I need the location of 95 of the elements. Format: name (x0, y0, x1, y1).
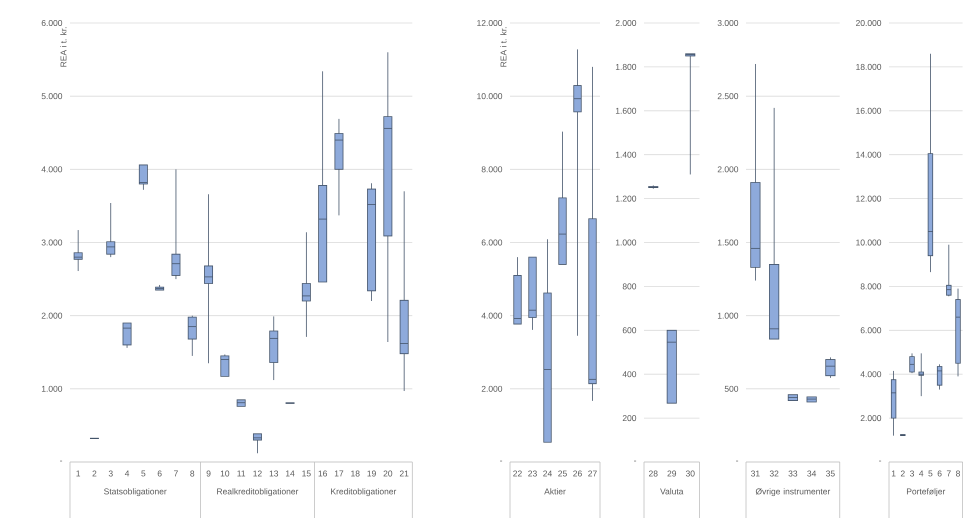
x-axis-title: Valuta (660, 488, 684, 494)
y-tick-label: 18.000 (856, 64, 882, 70)
x-tick-label: 10 (220, 470, 230, 477)
y-tick-label: 2.000 (42, 312, 62, 319)
x-tick-label: 4 (919, 470, 924, 476)
y-tick-label: 2.000 (616, 20, 636, 26)
x-tick-label: 2 (92, 470, 96, 476)
y-tick-label: 1.800 (616, 64, 636, 70)
x-tick-label: 8 (190, 470, 194, 477)
x-tick-label: 22 (513, 470, 522, 476)
y-tick-label: 2.000 (860, 415, 882, 422)
y-tick-label: 4.000 (481, 312, 502, 319)
x-tick-label: 6 (158, 470, 162, 477)
x-tick-label: 15 (302, 470, 311, 476)
x-tick-label: 8 (956, 470, 960, 477)
y-tick-label: 8.000 (482, 166, 502, 172)
x-tick-label: 17 (334, 470, 344, 476)
y-tick-label: 2.500 (718, 93, 738, 100)
y-tick-label: 16.000 (856, 108, 882, 114)
x-tick-label: 9 (206, 470, 211, 477)
x-tick-label: 6 (938, 470, 942, 477)
y-tick-label: - (634, 460, 636, 462)
y-tick-label: 2.000 (718, 166, 738, 172)
y-tick-label: 1.000 (616, 240, 636, 246)
y-tick-label: 1.400 (616, 152, 636, 158)
x-tick-label: 24 (543, 470, 552, 476)
x-tick-label: 12 (253, 470, 262, 476)
y-tick-label: 10.000 (856, 240, 882, 246)
y-tick-label: 4.000 (860, 371, 882, 378)
y-tick-label: 800 (622, 283, 636, 290)
y-tick-label: 20.000 (856, 20, 882, 26)
y-tick-label: 6.000 (860, 327, 882, 334)
y-tick-label: 3.000 (42, 240, 62, 246)
x-tick-label: 14 (286, 470, 295, 476)
x-tick-label: 34 (807, 470, 816, 477)
x-tick-label: 21 (400, 470, 408, 476)
x-tick-label: 27 (588, 470, 597, 476)
x-tick-label: 13 (270, 470, 278, 477)
y-tick-label: 1.500 (718, 240, 738, 246)
y-axis-title: REA i t. kr. (500, 27, 506, 67)
y-tick-label: 14.000 (856, 152, 882, 158)
y-tick-label: 1.200 (616, 196, 636, 202)
x-tick-label: 5 (928, 470, 932, 476)
x-tick-label: 1 (892, 470, 896, 476)
x-tick-label: 11 (237, 470, 246, 476)
x-tick-label: 5 (141, 470, 146, 476)
text: Kreditobligationer (331, 488, 396, 496)
y-tick-label: 1.600 (616, 108, 636, 114)
y-tick-label: 600 (622, 327, 636, 334)
y-tick-label: 5.000 (42, 93, 62, 100)
y-tick-label: 10.000 (477, 93, 502, 100)
x-axis-title: Porteføljer (906, 488, 946, 496)
x-tick-label: 33 (788, 470, 798, 477)
text: Realkreditobligationer (217, 488, 298, 496)
x-tick-label: 7 (946, 470, 951, 476)
x-tick-label: 19 (367, 470, 376, 477)
x-axis-title: Øvrige instrumenter (756, 488, 830, 496)
x-tick-label: 20 (384, 470, 392, 477)
x-tick-label: 3 (108, 470, 113, 477)
y-tick-label: - (500, 460, 502, 462)
y-tick-label: - (736, 460, 738, 462)
x-tick-label: 7 (174, 470, 178, 476)
x-axis-title: Aktier (544, 488, 566, 494)
x-tick-label: 28 (648, 470, 658, 477)
y-tick-label: - (879, 460, 882, 462)
y-tick-label: 12.000 (477, 20, 502, 26)
x-tick-label: 26 (573, 470, 582, 477)
x-tick-label: 23 (528, 470, 537, 477)
y-tick-label: 6.000 (42, 20, 62, 26)
x-tick-label: 3 (910, 470, 914, 477)
x-tick-label: 4 (124, 470, 130, 476)
y-tick-label: 12.000 (856, 196, 882, 202)
x-tick-label: 18 (351, 470, 360, 477)
y-tick-label: - (60, 460, 62, 462)
y-tick-label: 2.000 (482, 386, 502, 392)
y-tick-label: 8.000 (860, 283, 882, 290)
y-tick-label: 500 (724, 386, 738, 392)
x-tick-label: 29 (667, 470, 676, 477)
y-tick-label: 1.000 (42, 386, 62, 392)
x-tick-label: 30 (686, 470, 695, 477)
y-tick-label: 6.000 (482, 240, 502, 246)
x-tick-label: 25 (558, 470, 567, 477)
x-tick-label: 16 (318, 470, 327, 477)
y-tick-label: 400 (622, 371, 636, 378)
x-tick-label: 32 (770, 470, 778, 477)
y-axis-title: REA i t. kr. (60, 27, 66, 67)
y-tick-label: 4.000 (41, 166, 62, 172)
x-tick-label: 2 (900, 470, 905, 476)
y-tick-label: 1.000 (718, 312, 738, 319)
x-tick-label: 35 (826, 470, 835, 477)
y-tick-label: 3.000 (718, 20, 738, 26)
x-tick-label: 31 (751, 470, 760, 477)
text: Statsobligationer (104, 488, 167, 496)
y-tick-label: 200 (622, 415, 636, 422)
x-tick-label: 1 (76, 470, 80, 476)
